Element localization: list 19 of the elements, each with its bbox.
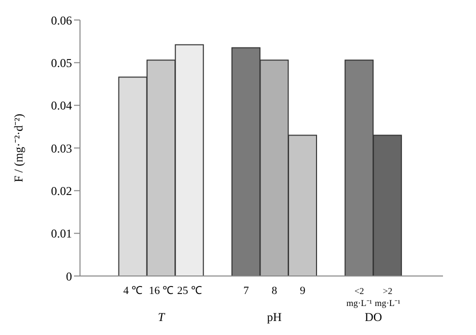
y-tick-label: 0.02 bbox=[51, 184, 72, 198]
x-tick-label: <2 mg·L⁻¹ bbox=[346, 286, 372, 308]
x-tick-label: 8 bbox=[272, 285, 278, 297]
y-tick-label: 0 bbox=[66, 269, 72, 284]
x-tick-label: >2 mg·L⁻¹ bbox=[374, 286, 401, 308]
y-tick-label: 0.04 bbox=[51, 98, 72, 113]
y-tick-label: 0.01 bbox=[51, 226, 72, 241]
y-tick-label: 0.05 bbox=[51, 56, 72, 70]
text: DO bbox=[364, 310, 384, 325]
x-tick-label: 7 bbox=[243, 285, 250, 297]
x-tick-label: 4 ℃ bbox=[123, 285, 143, 297]
x-tick-label: 16 ℃ bbox=[148, 285, 174, 297]
text: T bbox=[156, 310, 166, 325]
text: pH bbox=[266, 310, 283, 325]
y-tick-label: 0.06 bbox=[51, 13, 72, 28]
x-tick-label: 9 bbox=[300, 285, 306, 297]
y-tick-label: 0.03 bbox=[51, 141, 72, 156]
y-axis-title: F / (mg·⁻²·d⁻²) bbox=[11, 114, 26, 182]
x-tick-label: 25 ℃ bbox=[177, 285, 202, 297]
